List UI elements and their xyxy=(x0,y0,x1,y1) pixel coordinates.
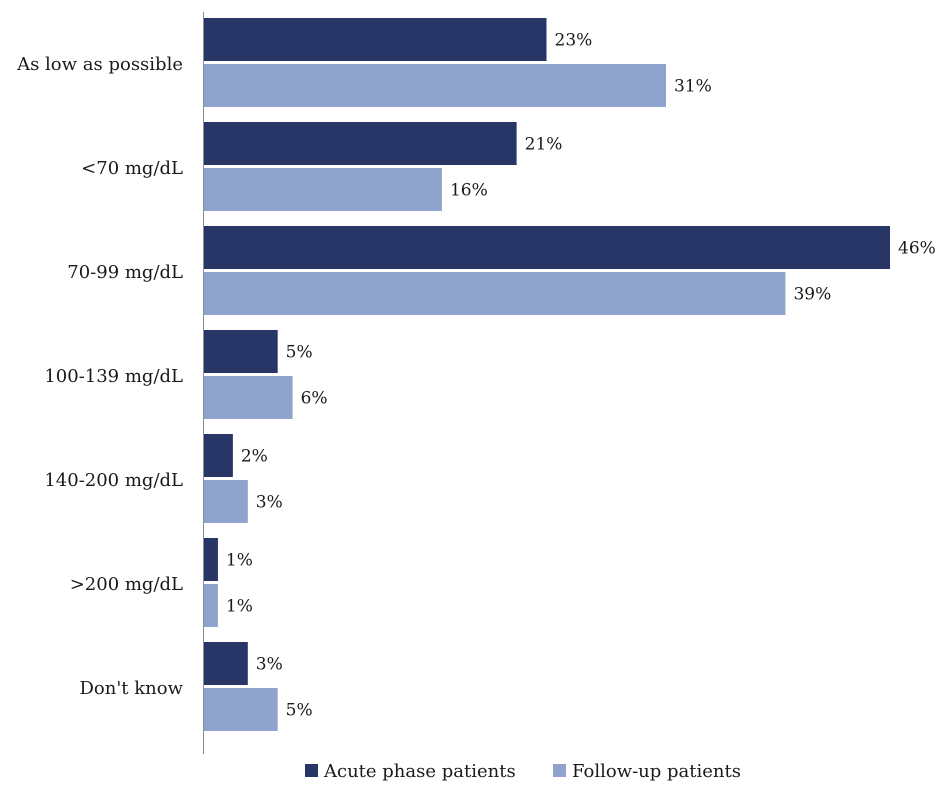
bar-acute xyxy=(203,226,890,269)
category-label: 70-99 mg/dL xyxy=(67,262,183,283)
value-labels-group: 23% 31% 21% 16% 46% 39% 5% 6% 2% 3% 1% 1% 3% 5% xyxy=(226,31,936,721)
category-label: <70 mg/dL xyxy=(81,158,183,179)
category-label: >200 mg/dL xyxy=(70,574,183,595)
data-label: 1% xyxy=(226,551,253,571)
bar-acute xyxy=(203,538,218,581)
bar-follow-up xyxy=(203,64,666,107)
bar-acute xyxy=(203,330,278,373)
legend-label: Acute phase patients xyxy=(323,761,516,782)
data-label: 1% xyxy=(226,597,253,617)
data-label: 6% xyxy=(301,389,328,409)
legend-swatch xyxy=(553,764,566,777)
data-label: 16% xyxy=(450,181,488,201)
bar-follow-up xyxy=(203,584,218,627)
category-label: As low as possible xyxy=(16,54,183,75)
data-label: 46% xyxy=(898,239,936,259)
data-label: 21% xyxy=(525,135,563,155)
bar-follow-up xyxy=(203,688,278,731)
category-label: Don't know xyxy=(79,678,183,699)
legend-label: Follow-up patients xyxy=(572,761,741,782)
bar-acute xyxy=(203,642,248,685)
data-label: 2% xyxy=(241,447,268,467)
bar-acute xyxy=(203,122,517,165)
data-label: 23% xyxy=(555,31,593,51)
data-label: 5% xyxy=(286,343,313,363)
bars-group xyxy=(203,18,890,731)
bar-follow-up xyxy=(203,376,293,419)
category-labels-group: As low as possible <70 mg/dL 70-99 mg/dL 10… xyxy=(16,54,183,699)
category-label: 100-139 mg/dL xyxy=(44,366,183,387)
data-label: 3% xyxy=(256,655,283,675)
data-label: 5% xyxy=(286,701,313,721)
legend-swatch xyxy=(305,764,318,777)
bar-acute xyxy=(203,434,233,477)
bar-follow-up xyxy=(203,272,786,315)
bar-follow-up xyxy=(203,480,248,523)
data-label: 3% xyxy=(256,493,283,513)
data-label: 31% xyxy=(674,77,712,97)
bar-follow-up xyxy=(203,168,442,211)
legend: Acute phase patients Follow-up patients xyxy=(305,761,741,782)
data-label: 39% xyxy=(793,285,831,305)
bar-acute xyxy=(203,18,547,61)
category-label: 140-200 mg/dL xyxy=(44,470,183,491)
